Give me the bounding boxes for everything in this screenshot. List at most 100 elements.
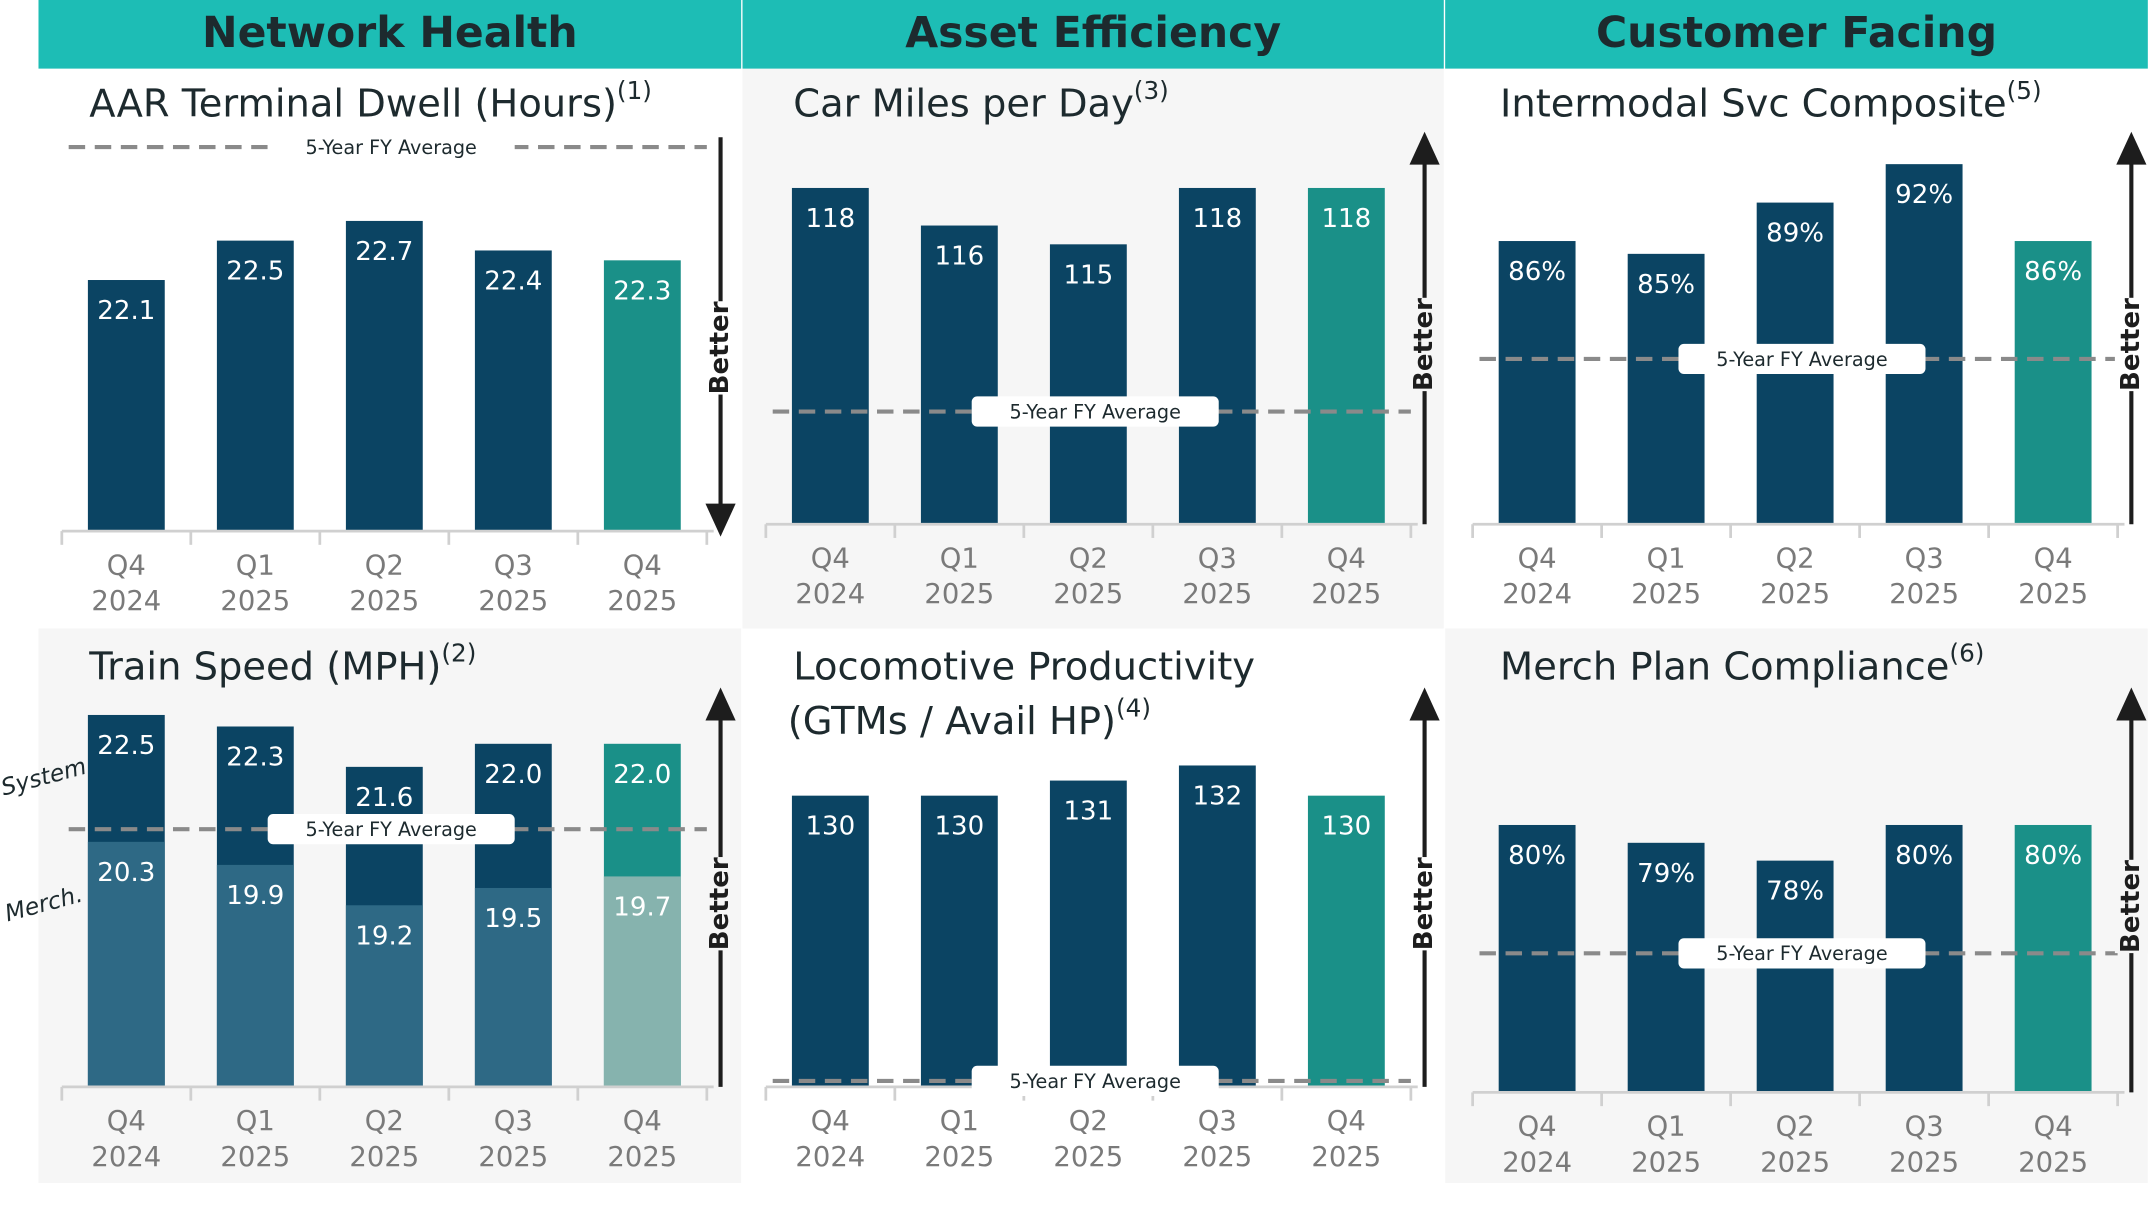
x-tick-label: 2025 xyxy=(1182,1142,1252,1173)
chart-title: Car Miles per Day(3) xyxy=(793,76,1169,126)
value-label: 22.3 xyxy=(226,743,284,773)
better-label-box xyxy=(704,301,738,395)
value-label: 115 xyxy=(1063,260,1113,290)
bar xyxy=(1049,780,1127,1087)
x-tick-label: Q4 xyxy=(1518,543,1557,574)
value-label: 78% xyxy=(1766,877,1824,907)
bar xyxy=(603,876,681,1087)
chart-title-text: Train Speed (MPH) xyxy=(88,644,441,689)
value-label: 118 xyxy=(1192,204,1242,234)
x-tick-label: 2025 xyxy=(1053,579,1123,610)
x-tick-label: 2025 xyxy=(349,1142,419,1173)
average-label: 5-Year FY Average xyxy=(1010,1070,1181,1093)
average-label: 5-Year FY Average xyxy=(1010,400,1181,423)
bar xyxy=(1178,187,1256,525)
bar xyxy=(791,187,869,525)
x-tick-label: Q4 xyxy=(1327,543,1366,574)
bar xyxy=(920,225,998,525)
x-tick-label: 2025 xyxy=(1053,1142,1123,1173)
x-tick-label: Q4 xyxy=(1518,1112,1557,1143)
average-label: 5-Year FY Average xyxy=(305,818,476,841)
value-label: 22.1 xyxy=(97,296,155,326)
value-label: 89% xyxy=(1766,219,1824,249)
value-label: 19.2 xyxy=(355,921,413,951)
bar xyxy=(474,250,552,532)
x-tick-label: Q2 xyxy=(365,550,404,581)
x-tick-label: 2025 xyxy=(2018,1147,2088,1178)
better-arrowhead xyxy=(1409,687,1440,721)
bar xyxy=(345,220,423,532)
section-header xyxy=(1445,0,2148,69)
x-tick-label: Q2 xyxy=(1069,1106,1108,1137)
better-label: Better xyxy=(2116,860,2146,953)
x-tick-label: 2024 xyxy=(91,586,161,617)
chart-title-note: (2) xyxy=(441,639,476,668)
average-label-box xyxy=(267,131,515,163)
section-header xyxy=(38,0,742,69)
bar xyxy=(1049,244,1127,525)
value-label: 19.5 xyxy=(484,904,542,934)
x-tick-label: Q4 xyxy=(2034,543,2073,574)
better-label-box xyxy=(1408,857,1442,951)
value-label: 20.3 xyxy=(97,858,155,888)
value-label: 80% xyxy=(1508,841,1566,871)
better-label-box xyxy=(1408,297,1442,392)
x-tick-label: 2025 xyxy=(607,586,677,617)
x-tick-label: Q4 xyxy=(811,1106,850,1137)
x-tick-label: 2025 xyxy=(1760,1147,1830,1178)
x-tick-label: 2025 xyxy=(220,586,290,617)
x-tick-label: 2025 xyxy=(1889,1147,1959,1178)
value-label: 22.3 xyxy=(613,276,671,306)
x-tick-label: Q3 xyxy=(1198,1106,1237,1137)
value-label: 21.6 xyxy=(355,783,413,813)
value-label: 116 xyxy=(934,242,984,272)
x-tick-label: Q1 xyxy=(236,550,275,581)
x-tick-label: 2025 xyxy=(924,1142,994,1173)
value-label: 92% xyxy=(1895,180,1953,210)
value-label: 118 xyxy=(805,204,855,234)
better-label: Better xyxy=(705,301,735,394)
x-tick-label: 2024 xyxy=(1502,1147,1572,1178)
value-label: 19.9 xyxy=(226,881,284,911)
x-tick-label: Q4 xyxy=(623,550,662,581)
x-tick-label: 2025 xyxy=(607,1142,677,1173)
value-label: 131 xyxy=(1063,797,1113,827)
bar xyxy=(1178,765,1256,1087)
value-label: 19.7 xyxy=(613,892,671,922)
value-label: 132 xyxy=(1192,782,1242,812)
better-arrowhead xyxy=(705,687,736,721)
x-tick-label: 2025 xyxy=(1631,579,1701,610)
bar xyxy=(2014,241,2092,525)
better-arrowhead xyxy=(1409,131,1440,165)
average-label-box xyxy=(971,396,1219,427)
x-tick-label: Q4 xyxy=(107,1106,146,1137)
better-arrowhead xyxy=(2116,131,2147,165)
better-label-box xyxy=(2114,859,2148,954)
average-label: 5-Year FY Average xyxy=(305,136,476,159)
x-tick-label: 2025 xyxy=(1631,1147,1701,1178)
bar xyxy=(87,841,165,1087)
x-tick-label: Q2 xyxy=(1776,543,1815,574)
x-tick-label: Q1 xyxy=(236,1106,275,1137)
average-label-box xyxy=(1678,343,1926,375)
chart-title: Train Speed (MPH)(2) xyxy=(88,639,476,689)
chart-title-note: (1) xyxy=(617,76,652,105)
x-tick-label: 2025 xyxy=(924,579,994,610)
x-tick-label: Q4 xyxy=(1327,1106,1366,1137)
x-tick-label: Q4 xyxy=(107,550,146,581)
chart-title: Locomotive Productivity xyxy=(793,644,1255,689)
x-tick-label: Q3 xyxy=(494,1106,533,1137)
x-tick-label: 2025 xyxy=(1182,579,1252,610)
bar xyxy=(1498,824,1576,1093)
value-label: 85% xyxy=(1637,270,1695,300)
better-label: Better xyxy=(2116,298,2146,391)
chart-title: Merch Plan Compliance(6) xyxy=(1500,639,1984,689)
better-arrowhead xyxy=(2116,687,2147,721)
value-label: 130 xyxy=(805,812,855,842)
x-tick-label: 2024 xyxy=(795,579,865,610)
value-label: 86% xyxy=(2024,257,2082,287)
average-label: 5-Year FY Average xyxy=(1716,942,1887,965)
x-tick-label: 2025 xyxy=(2018,579,2088,610)
x-tick-label: 2025 xyxy=(1889,579,1959,610)
value-label: 22.0 xyxy=(484,760,542,790)
